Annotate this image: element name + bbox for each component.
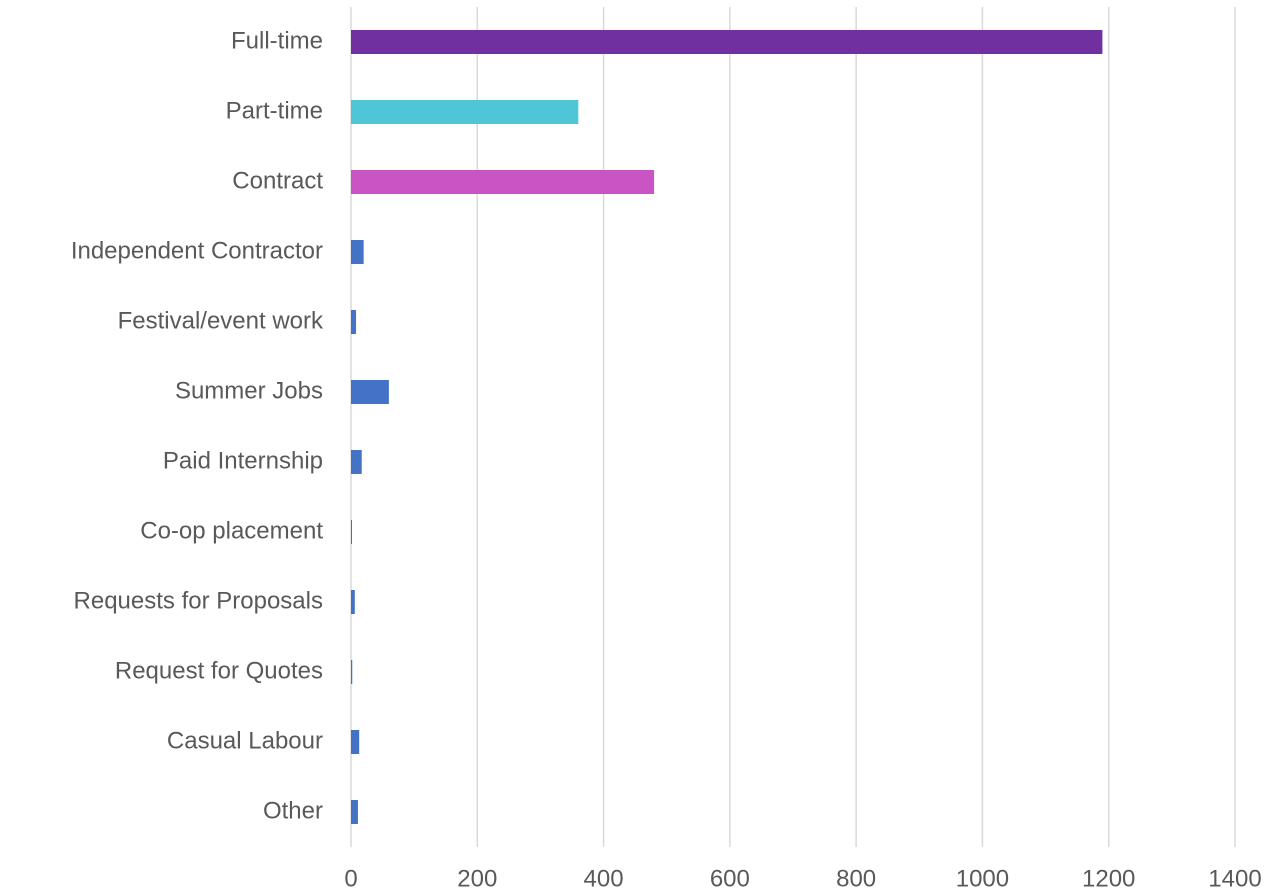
y-tick-label: Other [263, 797, 323, 824]
x-tick-label: 1000 [956, 865, 1009, 892]
x-tick-label: 400 [584, 865, 624, 892]
y-tick-label: Part-time [226, 97, 323, 124]
bar [351, 730, 360, 754]
bar [351, 30, 1103, 54]
x-tick-label: 800 [836, 865, 876, 892]
x-tick-label: 1400 [1208, 865, 1261, 892]
bar [351, 100, 579, 124]
bar [351, 450, 362, 474]
y-tick-label: Co-op placement [140, 517, 323, 544]
bar [351, 310, 357, 334]
y-tick-label: Requests for Proposals [74, 587, 323, 614]
y-tick-label: Casual Labour [167, 727, 323, 754]
bar [351, 590, 355, 614]
bar [351, 660, 353, 684]
y-tick-label: Paid Internship [163, 447, 323, 474]
bar [351, 380, 389, 404]
y-tick-label: Festival/event work [118, 307, 324, 334]
y-tick-label: Independent Contractor [71, 237, 323, 264]
x-tick-label: 0 [344, 865, 357, 892]
bar [351, 240, 364, 264]
y-tick-label: Full-time [231, 27, 323, 54]
x-tick-label: 200 [457, 865, 497, 892]
y-tick-label: Summer Jobs [175, 377, 323, 404]
x-tick-label: 600 [710, 865, 750, 892]
bar [351, 520, 352, 544]
x-tick-label: 1200 [1082, 865, 1135, 892]
y-tick-label: Contract [232, 167, 323, 194]
bar [351, 170, 655, 194]
y-tick-label: Request for Quotes [115, 657, 323, 684]
bar [351, 800, 358, 824]
